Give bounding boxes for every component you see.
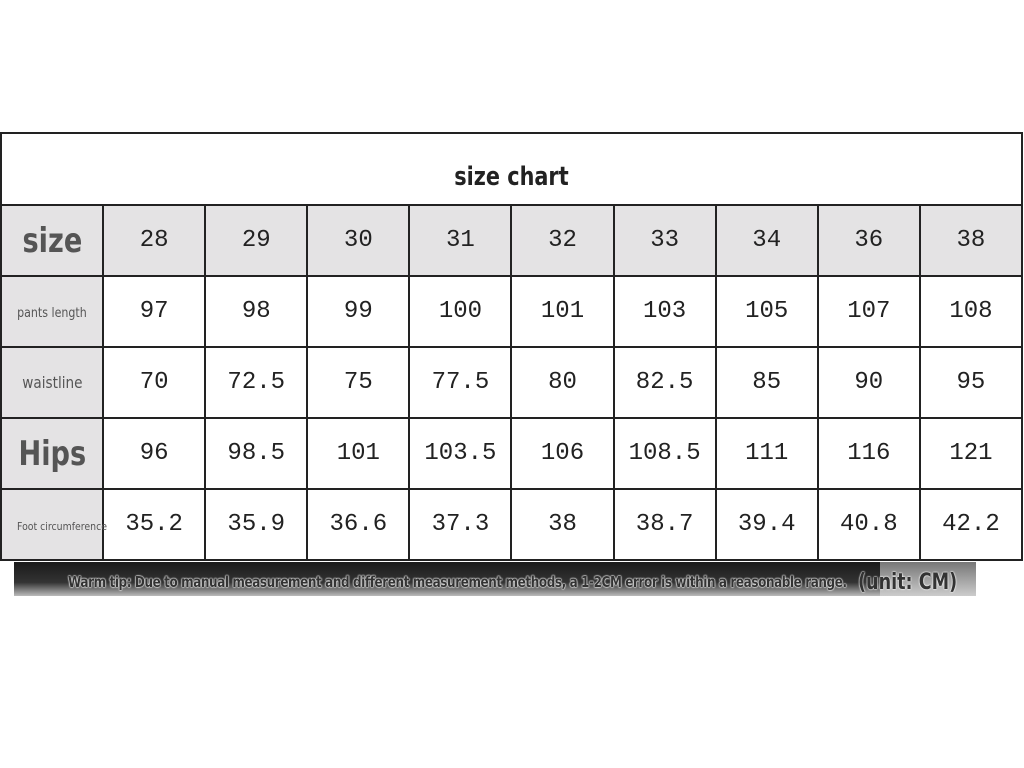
size-cell: 29 — [204, 204, 309, 277]
size-cell: 32 — [510, 204, 615, 277]
row-header-text: waistline — [21, 373, 83, 392]
row-header-hips: Hips — [0, 417, 105, 490]
size-chart-table: size chart size 28 29 30 31 32 33 34 36 38 pants… — [0, 132, 1024, 561]
shadow-band — [14, 562, 976, 596]
size-cell: 28 — [102, 204, 207, 277]
size-cell: 38 — [918, 204, 1024, 277]
shadow-band-right — [880, 562, 976, 596]
size-cell: 31 — [408, 204, 513, 277]
size-cell: 36 — [816, 204, 921, 277]
value-cell: 101 — [510, 275, 615, 348]
value-cell: 111 — [714, 417, 819, 490]
value-cell: 96 — [102, 417, 207, 490]
value-cell: 99 — [306, 275, 411, 348]
row-header-waistline: waistline — [0, 346, 105, 419]
value-cell: 36.6 — [306, 488, 411, 561]
value-cell: 103.5 — [408, 417, 513, 490]
value-cell: 116 — [816, 417, 921, 490]
value-cell: 37.3 — [408, 488, 513, 561]
value-cell: 106 — [510, 417, 615, 490]
value-cell: 103 — [612, 275, 717, 348]
title-text: size chart — [454, 162, 569, 192]
value-cell: 95 — [918, 346, 1024, 419]
value-cell: 90 — [816, 346, 921, 419]
warm-tip: Warm tip: Due to manual measurement and … — [68, 573, 847, 591]
row-header-size: size — [0, 204, 105, 277]
value-cell: 97 — [102, 275, 207, 348]
value-cell: 108 — [918, 275, 1024, 348]
value-cell: 82.5 — [612, 346, 717, 419]
table-row: waistline 70 72.5 75 77.5 80 82.5 85 90 95 — [0, 346, 1024, 419]
size-cell: 33 — [612, 204, 717, 277]
value-cell: 70 — [102, 346, 207, 419]
value-cell: 38.7 — [612, 488, 717, 561]
row-header-pants-length: pants length — [0, 275, 105, 348]
table-title: size chart — [0, 132, 1023, 206]
table-row: pants length 97 98 99 100 101 103 105 107 108 — [0, 275, 1024, 348]
unit-label: (unit: CM) — [858, 570, 958, 595]
size-row: size 28 29 30 31 32 33 34 36 38 — [0, 204, 1024, 277]
value-cell: 107 — [816, 275, 921, 348]
row-header-text: Foot circumference — [17, 519, 107, 533]
row-header-text: Hips — [18, 433, 86, 474]
value-cell: 42.2 — [918, 488, 1024, 561]
value-cell: 75 — [306, 346, 411, 419]
value-cell: 85 — [714, 346, 819, 419]
row-header-foot-circumference: Foot circumference — [0, 488, 107, 561]
value-cell: 35.9 — [204, 488, 309, 561]
value-cell: 35.2 — [102, 488, 207, 561]
row-header-text: pants length — [17, 306, 87, 321]
size-cell: 30 — [306, 204, 411, 277]
value-cell: 98.5 — [204, 417, 309, 490]
value-cell: 38 — [510, 488, 615, 561]
value-cell: 121 — [918, 417, 1024, 490]
row-header-text: size — [22, 220, 82, 261]
value-cell: 40.8 — [816, 488, 921, 561]
value-cell: 72.5 — [204, 346, 309, 419]
value-cell: 80 — [510, 346, 615, 419]
value-cell: 98 — [204, 275, 309, 348]
table-row: Hips 96 98.5 101 103.5 106 108.5 111 116 121 — [0, 417, 1024, 490]
table-row: Foot circumference 35.2 35.9 36.6 37.3 38 38.… — [0, 488, 1024, 561]
value-cell: 105 — [714, 275, 819, 348]
value-cell: 77.5 — [408, 346, 513, 419]
size-cell: 34 — [714, 204, 819, 277]
value-cell: 101 — [306, 417, 411, 490]
value-cell: 39.4 — [714, 488, 819, 561]
value-cell: 100 — [408, 275, 513, 348]
value-cell: 108.5 — [612, 417, 717, 490]
